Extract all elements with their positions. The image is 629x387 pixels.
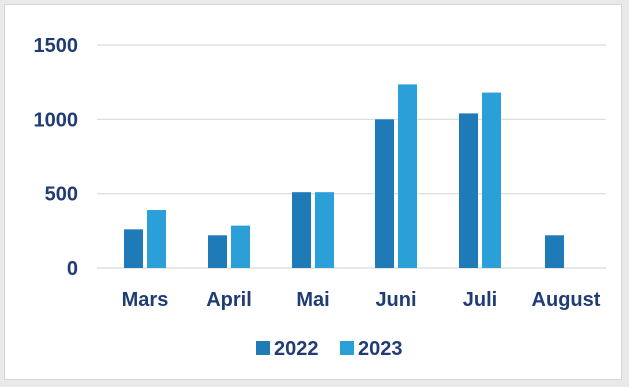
- legend-label: 2023: [358, 338, 403, 360]
- y-tick-label: 1500: [34, 35, 79, 57]
- y-tick-label: 0: [67, 258, 78, 280]
- bar-2023-juni: [398, 84, 417, 268]
- x-tick-label: August: [532, 289, 601, 311]
- bars: [124, 84, 564, 269]
- bar-2022-juli: [459, 113, 478, 269]
- x-tick-label: April: [206, 289, 252, 311]
- y-tick-label: 500: [45, 184, 78, 206]
- bar-2022-august: [545, 235, 564, 268]
- bar-2022-april: [208, 235, 227, 268]
- bar-2023-mars: [147, 210, 166, 268]
- bar-2023-juli: [482, 92, 501, 268]
- bar-2022-juni: [375, 119, 394, 268]
- legend-swatch: [256, 341, 270, 355]
- bar-2022-mars: [124, 229, 143, 268]
- legend-label: 2022: [274, 338, 319, 360]
- x-tick-label: Juli: [463, 289, 497, 311]
- y-axis: 0 500 1000 1500: [34, 35, 79, 280]
- x-tick-label: Mars: [122, 289, 169, 311]
- y-tick-label: 1000: [34, 109, 79, 131]
- gridlines: [97, 44, 606, 269]
- x-tick-label: Mai: [296, 289, 329, 311]
- x-axis: Mars April Mai Juni Juli August: [122, 289, 601, 311]
- legend-swatch: [340, 341, 354, 355]
- bar-2023-april: [231, 225, 250, 268]
- legend: 2022 2023: [256, 338, 403, 360]
- bar-2023-mai: [315, 192, 334, 268]
- chart-card: [4, 4, 622, 380]
- bar-2022-mai: [292, 192, 311, 268]
- x-tick-label: Juni: [375, 289, 416, 311]
